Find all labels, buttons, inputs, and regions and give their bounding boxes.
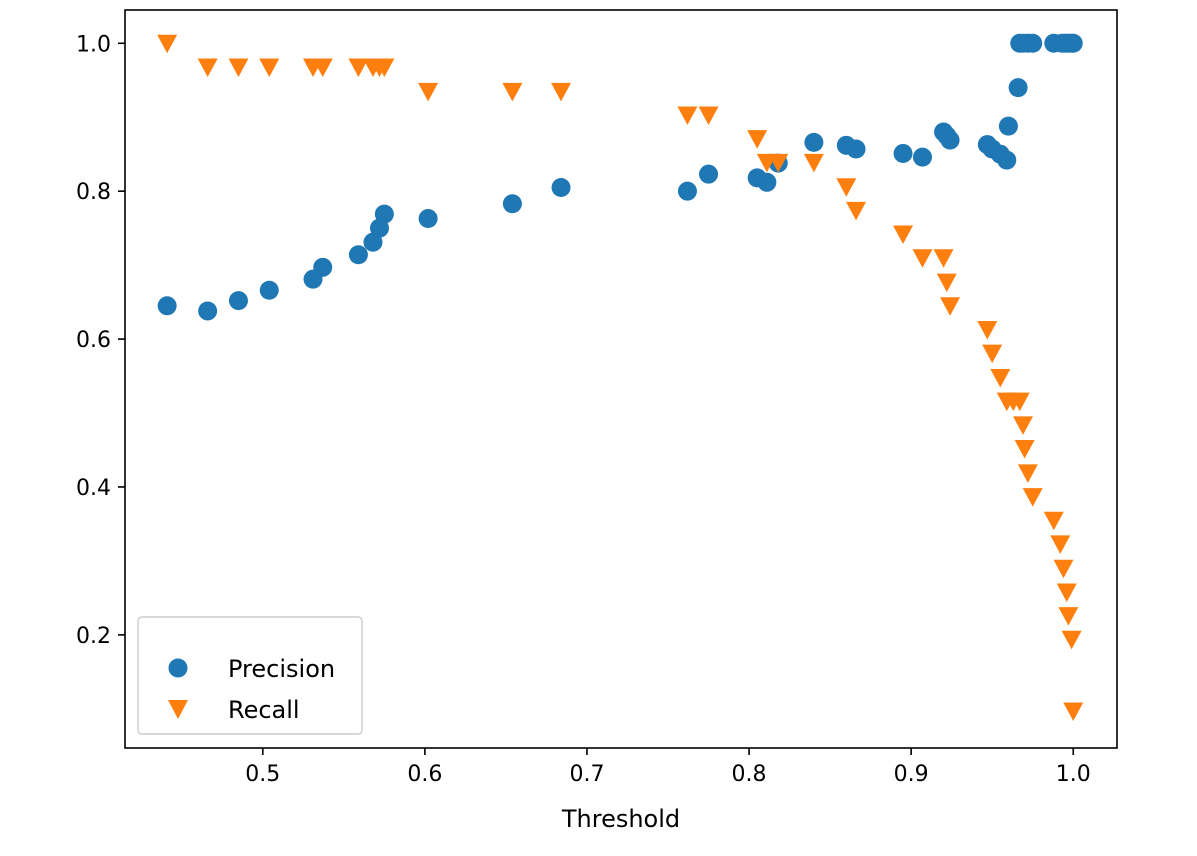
recall-point <box>1014 440 1035 459</box>
precision-point <box>1063 33 1083 53</box>
recall-point <box>747 130 768 149</box>
precision-point <box>893 143 913 163</box>
x-tick-label: 0.5 <box>245 762 280 787</box>
recall-point <box>1061 630 1082 650</box>
y-tick-label: 0.4 <box>76 476 111 501</box>
recall-point <box>933 249 954 268</box>
x-tick-label: 1.0 <box>1056 762 1091 787</box>
x-tick-label: 0.7 <box>569 762 604 787</box>
recall-point <box>936 273 957 293</box>
precision-point <box>228 291 248 311</box>
recall-point <box>1063 702 1084 722</box>
recall-point <box>803 153 824 173</box>
precision-point <box>198 301 218 321</box>
recall-point <box>1022 488 1043 507</box>
recall-point <box>374 58 395 77</box>
y-tick-label: 0.2 <box>76 624 111 649</box>
legend: Precision Recall <box>137 616 363 735</box>
recall-point <box>312 58 333 77</box>
precision-point <box>940 130 960 150</box>
y-tick-label: 1.0 <box>76 32 111 57</box>
recall-point <box>1056 583 1077 602</box>
x-tick-label: 0.8 <box>732 762 767 787</box>
recall-point <box>990 369 1011 388</box>
recall-point <box>197 58 218 77</box>
legend-box <box>137 616 363 735</box>
recall-point <box>228 58 249 77</box>
recall-point <box>1043 511 1064 531</box>
legend-recall-marker <box>168 700 188 719</box>
x-tick-label: 0.9 <box>894 762 929 787</box>
precision-point <box>374 204 394 224</box>
recall-point <box>893 225 914 245</box>
y-tick-label: 0.6 <box>76 328 111 353</box>
precision-point <box>502 194 522 214</box>
precision-point <box>418 209 438 229</box>
y-tick-label: 0.8 <box>76 180 111 205</box>
plot-frame <box>124 9 1118 749</box>
recall-point <box>1012 416 1033 435</box>
x-axis-label: Threshold <box>561 805 680 833</box>
recall-point <box>1058 607 1079 626</box>
recall-point <box>768 153 789 173</box>
x-tick-label: 0.6 <box>407 762 442 787</box>
data-marks <box>157 33 1084 722</box>
precision-point <box>998 116 1018 136</box>
recall-point <box>157 34 178 54</box>
recall-point <box>348 58 369 77</box>
recall-point <box>1017 464 1038 483</box>
recall-point <box>982 344 1003 364</box>
recall-point <box>551 82 572 102</box>
recall-point <box>1050 535 1071 554</box>
precision-point <box>259 280 279 300</box>
precision-point <box>157 296 177 316</box>
precision-point <box>757 172 777 192</box>
recall-point <box>836 178 857 197</box>
precision-point <box>846 139 866 159</box>
precision-point <box>804 132 824 152</box>
recall-point <box>912 249 933 268</box>
precision-point <box>551 177 571 197</box>
legend-precision-marker <box>168 658 188 678</box>
precision-point <box>313 257 333 277</box>
recall-point <box>259 58 280 77</box>
precision-point <box>348 245 368 265</box>
precision-point <box>912 147 932 167</box>
recall-point <box>1053 559 1074 579</box>
legend-precision-label: Precision <box>228 655 335 683</box>
axes: 0.5 0.6 0.7 0.8 0.9 1.0 0.2 0.4 0.6 0.8 1.0 <box>76 32 1091 787</box>
precision-point <box>997 150 1017 170</box>
recall-point <box>418 82 439 102</box>
recall-point <box>698 106 719 126</box>
precision-point <box>699 164 719 184</box>
recall-point <box>977 320 998 340</box>
recall-point <box>1009 392 1030 412</box>
precision-point <box>1023 33 1043 53</box>
precision-point <box>1008 78 1028 98</box>
recall-point <box>940 297 961 316</box>
precision-point <box>677 181 697 201</box>
recall-point <box>846 201 867 221</box>
recall-point <box>677 106 698 126</box>
recall-point <box>502 82 523 102</box>
legend-recall-label: Recall <box>228 696 300 724</box>
